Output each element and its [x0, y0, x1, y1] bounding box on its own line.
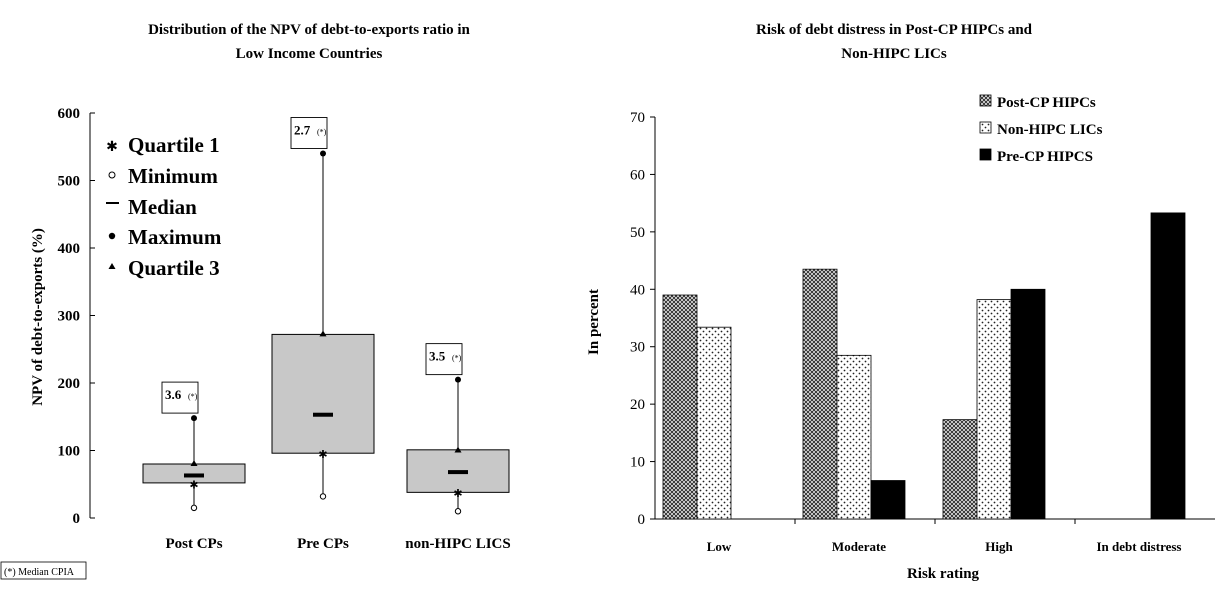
legend-label-quartile-3: Quartile 3 [128, 256, 220, 280]
bar-chart-x-axis-label: Risk rating [907, 566, 980, 582]
box-chart-boxes: ✱ 3.6 (*) ✱ 2.7 (*) ✱ 3.5 (*) [142, 117, 510, 515]
box-quartile1-mark: ✱ [453, 488, 462, 500]
bar-x-tick-label: Low [707, 539, 732, 554]
footnote-box [0, 561, 87, 580]
bar-chart-bars [662, 212, 1186, 520]
box-quartile3-mark [190, 460, 198, 466]
box-minimum-mark [454, 508, 462, 515]
box-y-tick-label: 0 [73, 511, 81, 527]
bar [836, 354, 872, 520]
box-minimum-mark [190, 504, 198, 512]
legend-swatch-non-hipc-lics [979, 121, 992, 134]
bar [696, 326, 732, 520]
cpia-label-box [290, 117, 328, 149]
box-maximum-mark [191, 415, 197, 422]
legend-label-median: Median [128, 195, 197, 219]
legend-label-non-hipc-lics: Non-HIPC LICs [997, 122, 1103, 138]
box-x-tick-label: Post CPs [165, 536, 222, 552]
cpia-label-value: 2.7 [294, 123, 311, 138]
legend-label-minimum: Minimum [128, 164, 218, 188]
bar-y-tick-label: 20 [630, 397, 645, 413]
cpia-label-box [425, 343, 463, 376]
box-maximum-mark [455, 376, 461, 383]
bar-chart-y-axis-label: In percent [586, 289, 602, 355]
bar-x-tick-label: In debt distress [1096, 539, 1181, 554]
bar-y-tick-label: 70 [630, 110, 645, 126]
cpia-label-box [161, 381, 199, 414]
bar-y-tick-label: 50 [630, 225, 645, 241]
bar-x-tick-label: High [985, 539, 1013, 554]
box-y-tick-label: 200 [58, 376, 81, 392]
bar-chart-title-line2: Non-HIPC LICs [841, 46, 947, 62]
box-y-tick-label: 300 [58, 309, 81, 325]
bar [662, 294, 698, 520]
box-y-tick-label: 100 [58, 444, 81, 460]
bar [1010, 288, 1046, 520]
box-x-tick-label: Pre CPs [297, 536, 349, 552]
box-y-tick-label: 500 [58, 174, 81, 190]
box-chart-legend: ✱ Quartile 1 Minimum Median Maximum Quar… [106, 133, 222, 280]
bar [976, 299, 1012, 520]
bar-chart: Risk of debt distress in Post-CP HIPCs a… [586, 22, 1215, 582]
box-chart-x-labels: Post CPs Pre CPs non-HIPC LICS [165, 536, 510, 552]
bar-chart-legend: Post-CP HIPCs Non-HIPC LICs Pre-CP HIPCS [979, 94, 1103, 165]
bar [802, 268, 838, 520]
box-plot-chart: Distribution of the NPV of debt-to-expor… [0, 22, 511, 580]
box-quartile1-mark: ✱ [189, 479, 198, 491]
cpia-label-note: (*) [452, 354, 462, 363]
box-quartile3-mark [454, 446, 462, 453]
cpia-label-note: (*) [188, 392, 198, 401]
box-y-tick-label: 600 [58, 106, 81, 122]
legend-marker-open-circle [108, 171, 116, 179]
box-chart-y-axis-label: NPV of debt-to-exports (%) [30, 228, 46, 406]
legend-label-maximum: Maximum [128, 225, 222, 249]
cpia-label-note: (*) [317, 128, 327, 137]
box-quartile3-mark [319, 330, 327, 337]
legend-swatch-pre-cp-hipcs [979, 148, 992, 161]
legend-marker-filled-circle [108, 232, 116, 240]
bar-y-tick-label: 60 [630, 167, 645, 183]
box-minimum-mark [319, 493, 327, 500]
footnote-text: (*) Median CPIA [4, 567, 75, 578]
legend-label-quartile-1: Quartile 1 [128, 133, 220, 157]
box-chart-title-line1: Distribution of the NPV of debt-to-expor… [148, 22, 470, 38]
bar-y-tick-label: 10 [630, 455, 645, 471]
legend-swatch-post-cp-hipcs [979, 94, 992, 107]
box-quartile1-mark: ✱ [318, 449, 327, 461]
box-chart-title-line2: Low Income Countries [236, 46, 383, 62]
box-maximum-mark [320, 150, 326, 157]
bar [942, 419, 978, 520]
bar-chart-title-line1: Risk of debt distress in Post-CP HIPCs a… [756, 22, 1033, 38]
box-median-mark [313, 412, 333, 417]
box-median-mark [184, 473, 204, 478]
legend-marker-dash [106, 202, 119, 204]
bar-x-tick-label: Moderate [832, 539, 886, 554]
legend-marker-star: ✱ [106, 140, 118, 155]
legend-marker-triangle [108, 263, 116, 269]
cpia-label-value: 3.5 [429, 349, 446, 364]
legend-label-pre-cp-hipcs: Pre-CP HIPCS [997, 149, 1093, 165]
box-y-tick-label: 400 [58, 241, 81, 257]
bar-chart-x-labels: Low Moderate High In debt distress [707, 539, 1182, 554]
cpia-label-value: 3.6 [165, 387, 182, 402]
bar-y-tick-label: 30 [630, 340, 645, 356]
box-chart-y-axis: 0 100 200 300 400 500 600 [58, 106, 95, 527]
bar [870, 480, 906, 520]
box-median-mark [448, 470, 468, 475]
box-x-tick-label: non-HIPC LICS [405, 536, 510, 552]
bar [1150, 212, 1186, 520]
bar-chart-y-axis: 0 10 20 30 40 50 60 70 [630, 110, 1215, 528]
bar-y-tick-label: 0 [638, 512, 646, 528]
box-iqr-rect [271, 333, 375, 454]
legend-label-post-cp-hipcs: Post-CP HIPCs [997, 95, 1096, 111]
bar-y-tick-label: 40 [630, 282, 645, 298]
